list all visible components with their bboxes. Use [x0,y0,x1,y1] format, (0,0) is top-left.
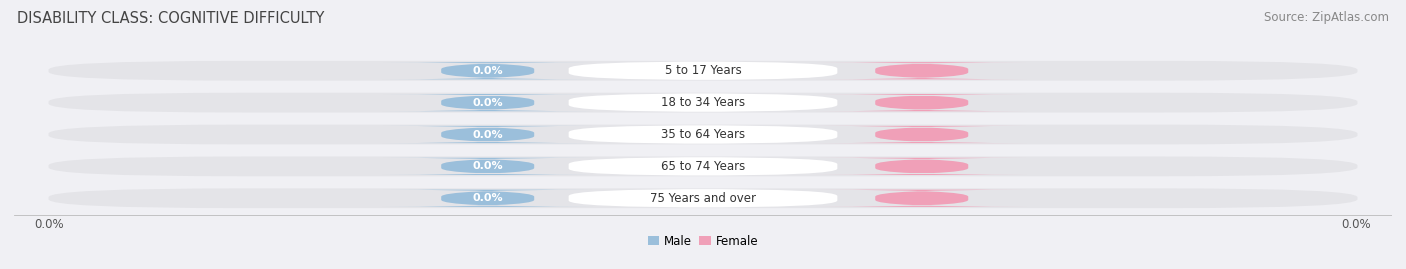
FancyBboxPatch shape [568,125,838,144]
Text: 0.0%: 0.0% [472,129,503,140]
Text: 5 to 17 Years: 5 to 17 Years [665,64,741,77]
Text: 0.0%: 0.0% [1341,218,1371,231]
FancyBboxPatch shape [568,62,838,80]
FancyBboxPatch shape [48,61,1358,81]
FancyBboxPatch shape [48,157,1358,176]
FancyBboxPatch shape [382,94,593,111]
FancyBboxPatch shape [48,125,1358,144]
FancyBboxPatch shape [568,93,838,112]
Text: 75 Years and over: 75 Years and over [650,192,756,205]
FancyBboxPatch shape [817,62,1026,79]
Text: Source: ZipAtlas.com: Source: ZipAtlas.com [1264,11,1389,24]
FancyBboxPatch shape [817,94,1026,111]
Text: 0.0%: 0.0% [472,66,503,76]
FancyBboxPatch shape [382,190,593,207]
Text: 35 to 64 Years: 35 to 64 Years [661,128,745,141]
Text: 0.0%: 0.0% [35,218,65,231]
FancyBboxPatch shape [568,157,838,176]
Text: 0.0%: 0.0% [772,129,803,140]
FancyBboxPatch shape [48,188,1358,208]
Text: 18 to 34 Years: 18 to 34 Years [661,96,745,109]
FancyBboxPatch shape [817,126,1026,143]
FancyBboxPatch shape [382,126,593,143]
Text: 0.0%: 0.0% [472,193,503,203]
FancyBboxPatch shape [817,158,1026,175]
Text: 0.0%: 0.0% [772,193,803,203]
FancyBboxPatch shape [568,189,838,207]
FancyBboxPatch shape [382,62,593,79]
FancyBboxPatch shape [48,93,1358,112]
FancyBboxPatch shape [382,158,593,175]
Text: 0.0%: 0.0% [772,98,803,108]
Text: 0.0%: 0.0% [772,66,803,76]
Text: DISABILITY CLASS: COGNITIVE DIFFICULTY: DISABILITY CLASS: COGNITIVE DIFFICULTY [17,11,325,26]
FancyBboxPatch shape [817,190,1026,207]
Text: 0.0%: 0.0% [772,161,803,171]
Text: 0.0%: 0.0% [472,98,503,108]
Text: 65 to 74 Years: 65 to 74 Years [661,160,745,173]
Text: 0.0%: 0.0% [472,161,503,171]
Legend: Male, Female: Male, Female [643,230,763,253]
